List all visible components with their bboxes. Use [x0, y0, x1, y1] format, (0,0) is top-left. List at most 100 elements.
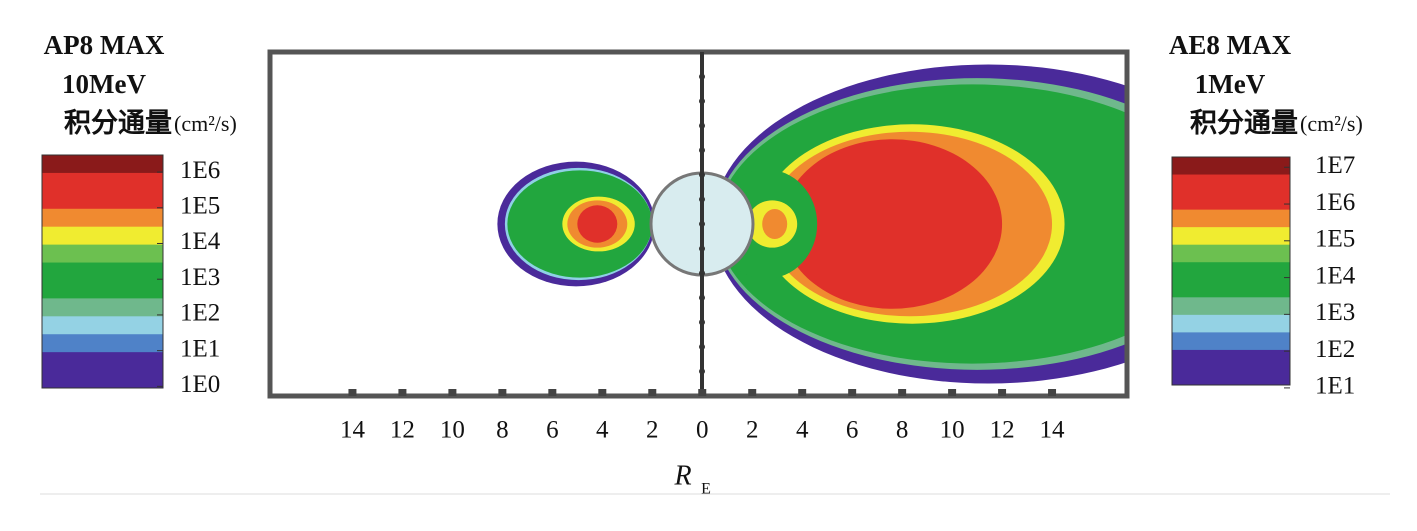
colorbar-band [1172, 262, 1290, 281]
colorbar-label: 1E2 [180, 300, 220, 327]
x-tick-label: 6 [846, 417, 859, 444]
colorbar-label: 1E5 [180, 192, 220, 219]
colorbar-label: 1E0 [180, 371, 220, 398]
axis-dot [699, 294, 705, 301]
colorbar-band [1172, 174, 1290, 193]
axis-dot [699, 221, 705, 227]
colorbar-band [42, 244, 163, 264]
colorbar-band [1172, 367, 1290, 386]
colorbar-label: 1E6 [1315, 189, 1355, 216]
legend-energy: 10MeV [62, 69, 146, 99]
axis-dot [699, 270, 705, 277]
colorbar-frame [1171, 156, 1291, 386]
colorbar-label: 1E7 [1315, 152, 1355, 179]
colorbar-band [1172, 279, 1290, 298]
x-tick-label: 4 [596, 417, 609, 444]
x-tick-label: 8 [896, 417, 909, 444]
colorbar-band [1172, 244, 1290, 263]
axis-dot [699, 245, 705, 252]
legend-title: AP8 MAX [44, 30, 165, 60]
colorbar-label: 1E3 [1315, 299, 1355, 326]
axis-dot [699, 368, 705, 375]
x-tick-label: 8 [496, 417, 509, 444]
colorbar-band [42, 172, 163, 192]
colorbar-band [42, 370, 163, 389]
legend-unit: (cm²/s) [174, 111, 237, 136]
x-tick-mark [498, 389, 507, 396]
colorbar-band [1172, 227, 1290, 246]
colorbar-label: 1E3 [180, 264, 220, 291]
x-tick-label: 2 [746, 417, 759, 444]
x-tick-mark [798, 389, 807, 396]
x-tick-label: 12 [990, 417, 1015, 444]
colorbar-band [1172, 297, 1290, 316]
colorbar-band [42, 208, 163, 228]
colorbar-label: 1E5 [1315, 226, 1355, 253]
x-tick-label: 6 [546, 417, 559, 444]
flux-contour [782, 139, 1003, 309]
x-tick-mark [698, 389, 707, 396]
colorbar-band [1172, 157, 1290, 176]
colorbar-band [1172, 349, 1290, 368]
x-tick-mark [598, 389, 607, 396]
colorbar-label: 1E4 [1315, 262, 1356, 289]
x-tick-mark [1048, 389, 1057, 396]
x-tick-mark [648, 389, 657, 396]
colorbar-label: 1E1 [180, 335, 220, 362]
legend-unit: (cm²/s) [1300, 111, 1363, 136]
colorbar-label: 1E2 [1315, 336, 1355, 363]
colorbar-band [42, 334, 163, 353]
colorbar-band [1172, 332, 1290, 351]
flux-contour [577, 205, 618, 243]
colorbar-band [42, 352, 163, 371]
legend-energy: 1MeV [1195, 69, 1266, 99]
colorbar-label: 1E1 [1315, 373, 1355, 400]
x-tick-mark [548, 389, 557, 396]
axis-dot [699, 147, 705, 154]
colorbar-label: 1E6 [180, 157, 220, 184]
colorbar-band [1172, 192, 1290, 211]
x-tick-label: 4 [796, 417, 809, 444]
axis-dot [699, 319, 705, 326]
x-tick-mark [748, 389, 757, 396]
legend-title: AE8 MAX [1169, 30, 1292, 60]
x-tick-label: 14 [340, 417, 366, 444]
x-tick-label: 2 [646, 417, 659, 444]
colorbar-band [42, 316, 163, 335]
axis-dot [699, 343, 705, 350]
axis-dot [699, 73, 705, 80]
colorbar-band [42, 262, 163, 281]
colorbar-label: 1E4 [180, 228, 221, 255]
contour-plot [497, 64, 1127, 384]
x-tick-mark [448, 389, 457, 396]
axis-dot [699, 98, 705, 105]
colorbar-band [42, 226, 163, 246]
legend-quantity: 积分通量 [1190, 108, 1298, 138]
axis-dot [699, 196, 705, 203]
x-tick-mark [398, 389, 407, 396]
axis-dot [699, 171, 705, 178]
x-tick-mark [948, 389, 957, 396]
x-tick-label: 0 [696, 417, 709, 444]
colorbar-band [1172, 314, 1290, 333]
x-tick-label: 10 [940, 417, 965, 444]
colorbar-frame [41, 154, 164, 389]
colorbar-band [42, 298, 163, 317]
x-tick-mark [848, 389, 857, 396]
x-axis-label: R [673, 460, 691, 491]
flux-contour [762, 209, 788, 239]
colorbar-band [1172, 209, 1290, 228]
x-tick-label: 14 [1040, 417, 1066, 444]
legend-quantity: 积分通量 [64, 108, 172, 138]
axis-dot [699, 122, 705, 129]
colorbar-band [42, 190, 163, 210]
x-tick-mark [898, 389, 907, 396]
x-axis-label-sub: E [701, 481, 711, 498]
colorbar-band [42, 280, 163, 299]
x-tick-label: 10 [440, 417, 465, 444]
x-tick-label: 12 [390, 417, 415, 444]
colorbar-band [42, 155, 163, 174]
x-tick-mark [998, 389, 1007, 396]
